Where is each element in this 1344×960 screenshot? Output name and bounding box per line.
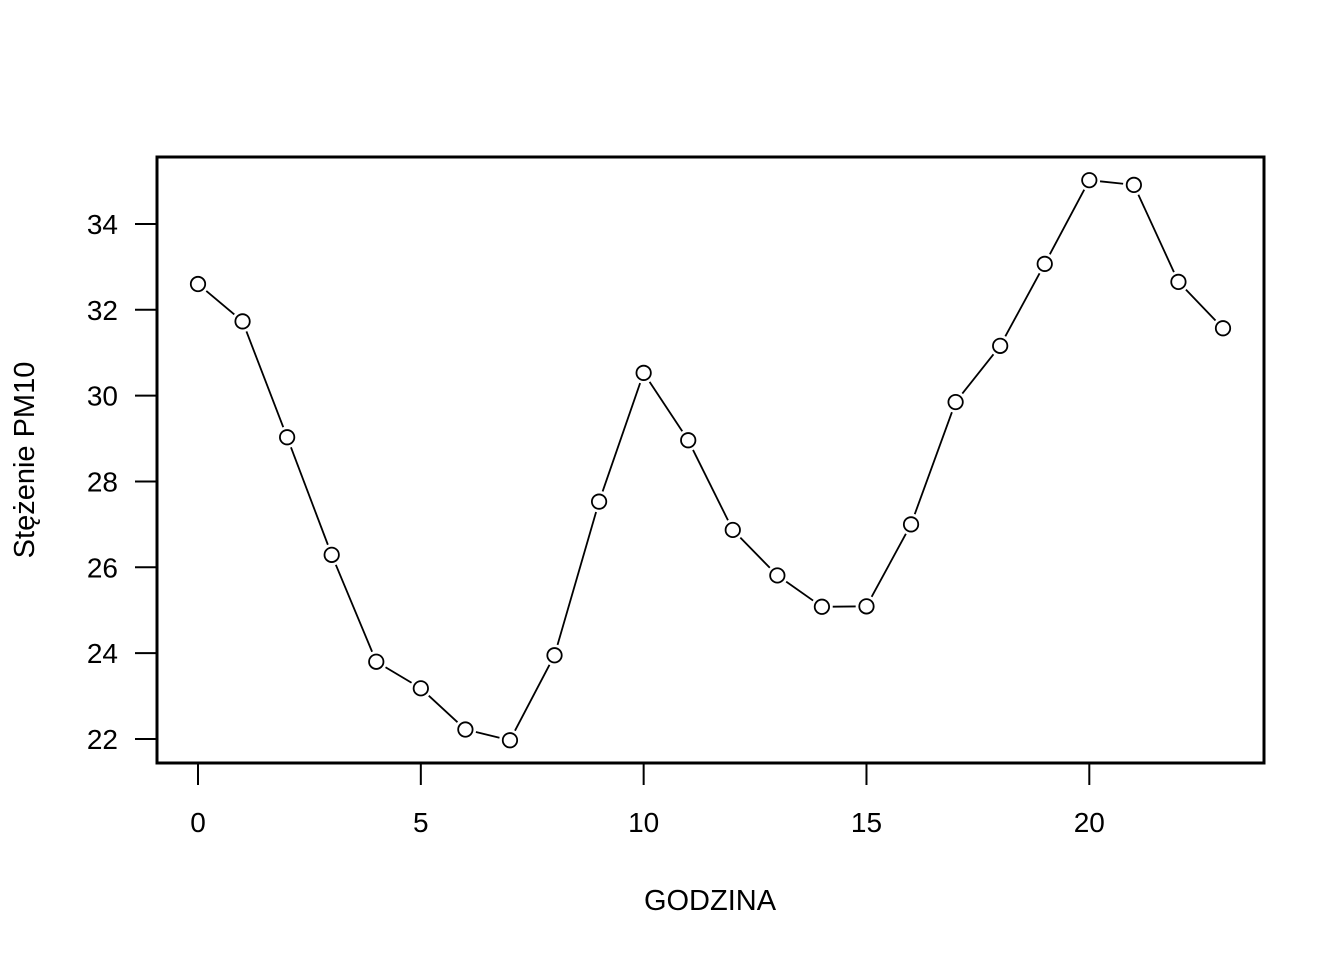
data-point [1125,176,1142,193]
series-line-segment [785,580,814,602]
series-line-segment [245,331,285,428]
data-point [902,516,920,533]
y-tick-label: 32 [87,295,118,326]
data-point [501,732,519,749]
data-point [769,567,786,584]
series-line-segment [1049,189,1086,255]
x-axis: 0 5 10 15 20 [190,762,1105,838]
series-line-segment [205,290,235,316]
series-line-segment [1099,180,1124,185]
series-line-segment [1137,194,1175,273]
series-line-segment [556,511,597,646]
series-line-segment [335,564,373,653]
y-tick-label: 26 [87,552,118,583]
plot-frame [155,155,1266,765]
series-line-segment [385,666,413,684]
y-tick-label: 30 [87,381,118,412]
data-point [279,429,296,446]
series-line-segment [1004,272,1041,337]
series-line-segment [913,411,953,515]
x-tick-label: 10 [628,807,659,838]
data-point [457,721,474,738]
x-axis-label: GODZINA [644,885,777,917]
series-line-segment [870,533,907,598]
data-point [590,493,608,510]
data-point [234,313,251,330]
series-line-segment [475,731,500,739]
x-tick-label: 0 [190,807,206,838]
series-line-segment [428,694,459,723]
data-point [813,598,831,615]
data-point [724,521,741,539]
x-tick-label: 15 [851,807,882,838]
data-point [947,393,964,411]
series-line-segment [961,353,995,395]
data-point [1170,273,1187,290]
data-point [1036,255,1053,272]
data-point [189,275,207,293]
data-point [546,647,563,664]
series-line-segment [648,381,684,432]
series-line-segment [739,537,771,569]
y-tick-label: 34 [87,209,118,240]
y-tick-label: 24 [87,638,118,669]
series-line-segment [514,664,551,732]
data-point [635,364,652,381]
series-line-segment [1185,289,1217,322]
data-point [858,598,875,615]
data-point [680,432,697,449]
data-point [1081,172,1098,189]
y-tick-label: 22 [87,724,118,755]
data-point [992,337,1009,354]
x-tick-label: 20 [1074,807,1105,838]
series-line-segment [692,449,729,521]
data-point [412,680,429,697]
data-point [1214,320,1232,337]
data-point [368,653,385,670]
y-axis: 22 24 26 28 30 32 34 [87,209,158,755]
series-layer [189,172,1232,749]
series-line-segment [601,382,641,492]
x-tick-label: 5 [413,807,429,838]
y-tick-label: 28 [87,466,118,497]
y-axis-label: Stężenie PM10 [9,362,41,559]
series-line-segment [290,447,329,546]
data-point [323,546,340,563]
